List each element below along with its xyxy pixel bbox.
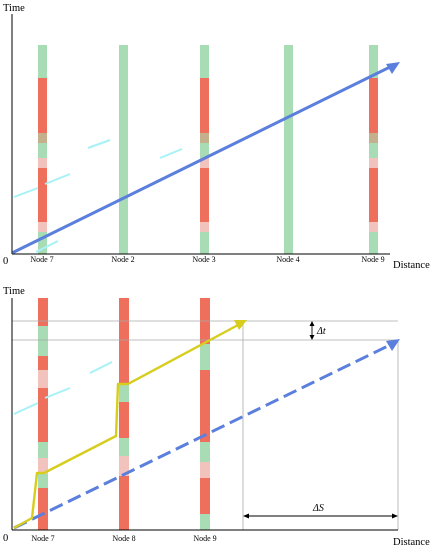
- node-7-signal-band: [38, 78, 47, 133]
- node-7-signal-band: [38, 133, 47, 143]
- node-3-signal-band: [200, 232, 209, 254]
- node-7-signal-band: [38, 388, 48, 442]
- delta-s-arrowhead-right: [392, 513, 398, 519]
- cyan-dash-mark: [35, 240, 59, 253]
- bottom-blue-dashed-trajectory: [13, 342, 393, 530]
- delta-t-arrowhead-bottom: [309, 335, 315, 340]
- top-y-axis-label: Time: [3, 3, 25, 14]
- top-cyan-dashes: [13, 139, 183, 253]
- node-9-signal-band: [369, 232, 378, 254]
- node-9-signal-band: [369, 133, 378, 143]
- top-blue-trajectory: [12, 64, 394, 254]
- node-8-signal-band: [119, 438, 129, 456]
- node-9-signal-band: [200, 514, 210, 530]
- bottom-x-axis-label: Distance: [393, 537, 430, 548]
- bottom-cyan-dashes: [13, 361, 113, 415]
- node-8-signal-band: [119, 384, 129, 402]
- node-7-signal-band: [38, 488, 48, 530]
- node-8-signal-band: [119, 298, 129, 384]
- node-7-signal-band: [38, 45, 47, 78]
- node-7-signal-band: [38, 232, 47, 254]
- node-7-signal-band: [38, 356, 48, 370]
- node-7-signal-band: [38, 168, 47, 222]
- bottom-yellow-trajectory: [13, 323, 239, 530]
- node-7-signal-band: [38, 143, 47, 158]
- delta-s-label: ΔS: [312, 503, 324, 514]
- cyan-dash-mark: [89, 361, 113, 374]
- node-7-signal-band: [38, 298, 48, 326]
- node-8-signal-band: [119, 456, 129, 476]
- node-3-signal-band: [200, 78, 209, 133]
- bottom-signal-bands: [38, 298, 210, 530]
- cyan-dash-mark: [44, 173, 71, 185]
- bottom-panel: Δt ΔS Time 0 Distance Node 7 Node 8 Node…: [3, 286, 430, 548]
- top-node-label: Node 2: [111, 255, 134, 264]
- node-9-signal-band: [200, 462, 210, 478]
- bottom-yellow-arrowhead: [234, 320, 247, 330]
- node-7-signal-band: [38, 474, 48, 488]
- bottom-origin-label: 0: [3, 533, 8, 544]
- cyan-dash-mark: [44, 387, 71, 399]
- node-9-signal-band: [200, 370, 210, 442]
- node-2-signal-band: [119, 45, 128, 254]
- node-9-signal-band: [369, 143, 378, 158]
- node-7-signal-band: [38, 370, 48, 388]
- node-9-signal-band: [200, 442, 210, 462]
- node-9-signal-band: [369, 222, 378, 232]
- top-node-label: Node 7: [30, 255, 53, 264]
- cyan-dash-mark: [13, 187, 39, 198]
- node-9-signal-band: [369, 168, 378, 222]
- node-7-signal-band: [38, 222, 47, 232]
- node-8-signal-band: [119, 402, 129, 438]
- node-3-signal-band: [200, 143, 209, 158]
- node-9-signal-band: [369, 78, 378, 133]
- cyan-dash-mark: [87, 139, 111, 149]
- node-7-signal-band: [38, 158, 47, 168]
- top-node-label: Node 9: [361, 255, 384, 264]
- top-x-axis-label: Distance: [393, 260, 430, 271]
- node-3-signal-band: [200, 45, 209, 78]
- top-blue-arrowhead: [386, 62, 400, 74]
- top-node-label: Node 4: [276, 255, 299, 264]
- bottom-node-label: Node 7: [31, 534, 54, 543]
- bottom-blue-arrowhead: [386, 339, 400, 351]
- node-3-signal-band: [200, 158, 209, 168]
- delta-s-arrowhead-left: [243, 513, 249, 519]
- node-9-signal-band: [200, 344, 210, 370]
- node-3-signal-band: [200, 133, 209, 143]
- bottom-y-axis-label: Time: [3, 286, 25, 297]
- node-7-signal-band: [38, 458, 48, 474]
- node-9-signal-band: [369, 158, 378, 168]
- delta-t-label: Δt: [316, 326, 326, 337]
- top-node-label: Node 3: [192, 255, 215, 264]
- bottom-node-label: Node 8: [112, 534, 135, 543]
- top-origin-label: 0: [3, 256, 8, 267]
- node-8-signal-band: [119, 476, 129, 530]
- node-4-signal-band: [284, 45, 293, 254]
- cyan-dash-mark: [13, 402, 39, 415]
- node-3-signal-band: [200, 168, 209, 222]
- node-7-signal-band: [38, 326, 48, 356]
- top-signal-bands: [38, 45, 378, 254]
- node-3-signal-band: [200, 222, 209, 232]
- delta-t-arrowhead-top: [309, 321, 315, 326]
- node-7-signal-band: [38, 442, 48, 458]
- top-panel: Time 0 Distance Node 7 Node 2 Node 3 Nod…: [3, 3, 430, 271]
- cyan-dash-mark: [159, 148, 183, 159]
- node-9-signal-band: [200, 478, 210, 514]
- bottom-node-label: Node 9: [193, 534, 216, 543]
- node-9-signal-band: [369, 45, 378, 78]
